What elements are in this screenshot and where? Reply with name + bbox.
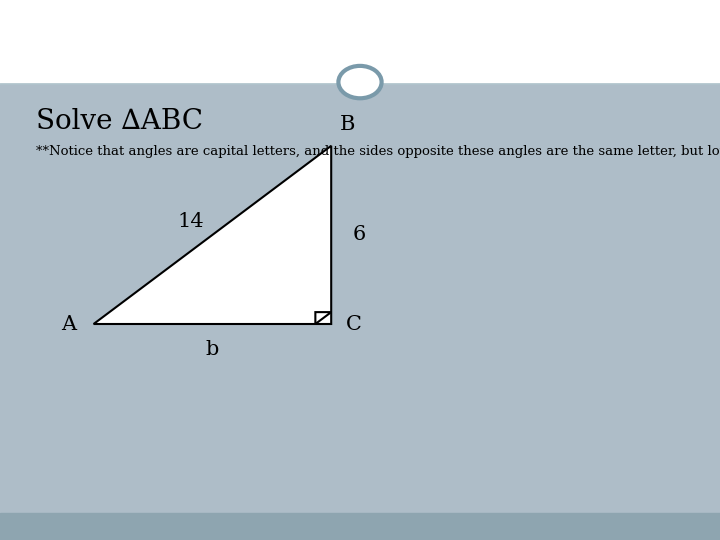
Bar [0,0,720,84]
Text: B: B [340,115,355,134]
Circle shape [338,66,382,98]
Text: b: b [206,340,219,359]
Text: Solve ∆ABC: Solve ∆ABC [36,108,203,135]
Bar [0,513,720,540]
Text: 6: 6 [353,225,366,245]
Text: A: A [60,314,76,334]
Text: **Notice that angles are capital letters, and the sides opposite these angles ar: **Notice that angles are capital letters… [36,145,720,158]
Text: 14: 14 [178,212,204,231]
Polygon shape [94,146,331,324]
Text: C: C [346,314,361,334]
Bar [0,84,720,513]
